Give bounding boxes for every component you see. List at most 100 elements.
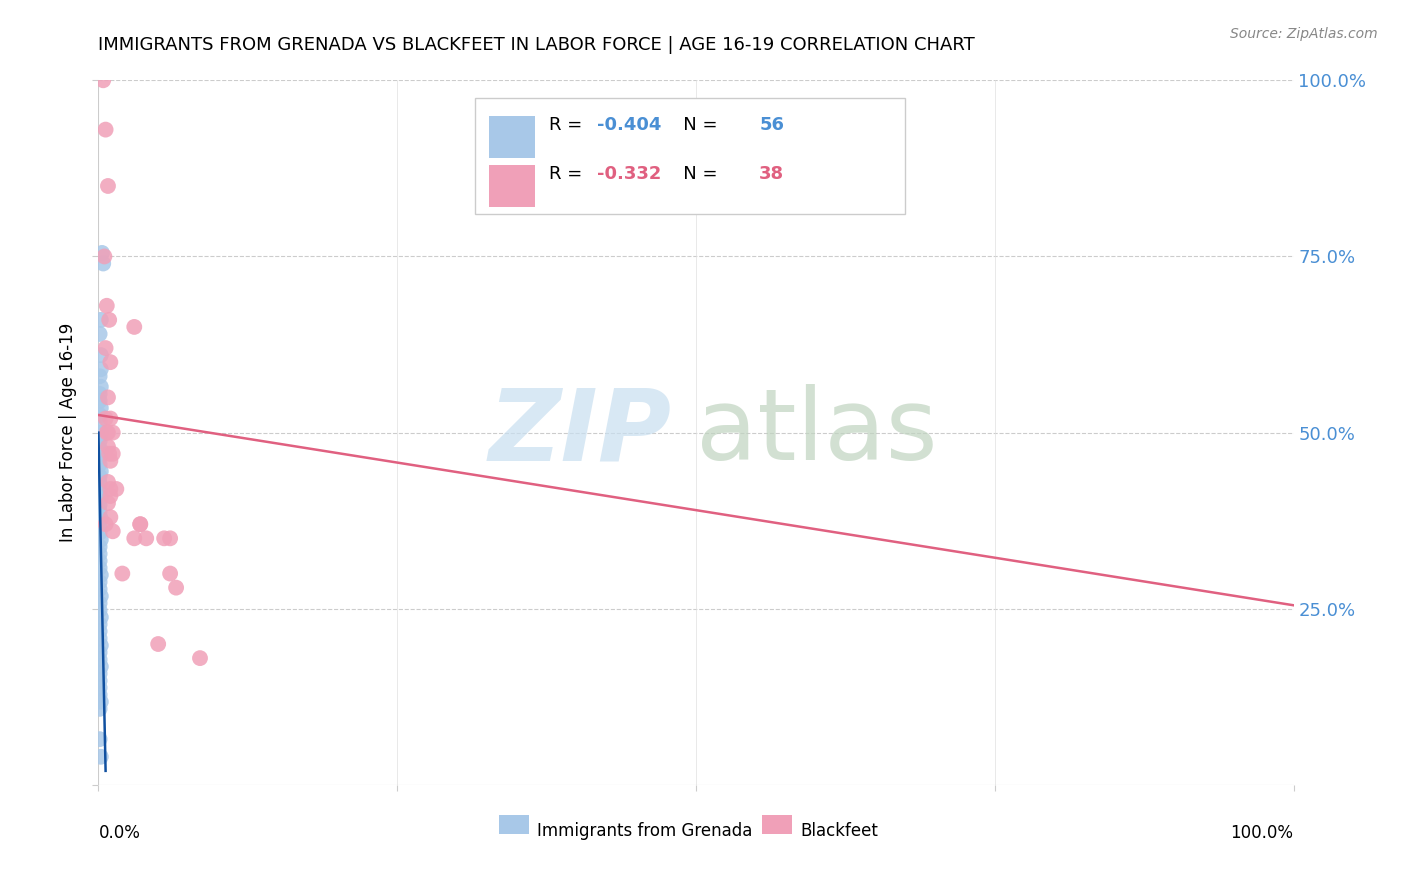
Point bbox=[101, 524, 124, 539]
Point bbox=[98, 411, 122, 425]
Point bbox=[90, 610, 112, 624]
Bar bbox=[762, 814, 792, 834]
Text: R =: R = bbox=[548, 165, 588, 183]
Point bbox=[89, 415, 111, 429]
Text: 56: 56 bbox=[759, 116, 785, 134]
Text: N =: N = bbox=[666, 165, 723, 183]
Point bbox=[90, 533, 112, 547]
Point bbox=[90, 749, 112, 764]
Point bbox=[105, 482, 128, 496]
Point bbox=[89, 554, 111, 568]
Point bbox=[94, 411, 117, 425]
Point bbox=[89, 518, 111, 533]
Point bbox=[89, 476, 111, 491]
Point bbox=[89, 603, 111, 617]
Point bbox=[124, 532, 146, 546]
Point bbox=[98, 510, 122, 524]
Point bbox=[90, 659, 112, 673]
Text: -0.404: -0.404 bbox=[596, 116, 661, 134]
Point bbox=[89, 525, 111, 540]
Point bbox=[89, 434, 111, 448]
Point bbox=[98, 482, 122, 496]
Point bbox=[91, 256, 114, 270]
Point bbox=[90, 362, 112, 376]
Text: 38: 38 bbox=[759, 165, 785, 183]
Point bbox=[89, 681, 111, 695]
Point bbox=[90, 639, 112, 653]
Point bbox=[96, 299, 118, 313]
Text: N =: N = bbox=[666, 116, 723, 134]
Point bbox=[89, 450, 111, 465]
Text: 0.0%: 0.0% bbox=[98, 823, 141, 842]
Point bbox=[89, 596, 111, 610]
Point bbox=[89, 582, 111, 596]
Point bbox=[188, 651, 211, 665]
Point bbox=[89, 732, 111, 747]
Point bbox=[135, 532, 157, 546]
Point bbox=[101, 425, 124, 440]
Point bbox=[159, 532, 181, 546]
Point bbox=[90, 313, 112, 327]
Point bbox=[101, 447, 124, 461]
Point bbox=[89, 458, 111, 472]
Point bbox=[89, 469, 111, 483]
Point bbox=[148, 637, 170, 651]
Text: IMMIGRANTS FROM GRENADA VS BLACKFEET IN LABOR FORCE | AGE 16-19 CORRELATION CHAR: IMMIGRANTS FROM GRENADA VS BLACKFEET IN … bbox=[98, 36, 976, 54]
Point bbox=[89, 326, 111, 341]
Point bbox=[89, 574, 111, 589]
Point bbox=[90, 464, 112, 478]
Point bbox=[89, 666, 111, 681]
Point bbox=[90, 443, 112, 458]
Text: Source: ZipAtlas.com: Source: ZipAtlas.com bbox=[1230, 27, 1378, 41]
Point bbox=[94, 122, 117, 136]
Point bbox=[89, 504, 111, 518]
Point bbox=[111, 566, 134, 581]
Point bbox=[89, 702, 111, 716]
Text: atlas: atlas bbox=[696, 384, 938, 481]
Text: Blackfeet: Blackfeet bbox=[800, 822, 877, 840]
Point bbox=[97, 391, 120, 405]
Point bbox=[89, 624, 111, 639]
Point bbox=[89, 393, 111, 408]
Point bbox=[91, 73, 114, 87]
Point bbox=[89, 429, 111, 443]
Point bbox=[98, 355, 122, 369]
Point bbox=[159, 566, 181, 581]
Point bbox=[97, 496, 120, 510]
Point bbox=[129, 517, 152, 532]
Point bbox=[129, 517, 152, 532]
Point bbox=[90, 380, 112, 394]
Point bbox=[96, 425, 118, 440]
Point bbox=[89, 483, 111, 498]
Point bbox=[90, 425, 112, 440]
Point bbox=[89, 688, 111, 702]
Point bbox=[97, 475, 120, 489]
Point bbox=[89, 617, 111, 632]
Point bbox=[153, 532, 176, 546]
Point bbox=[89, 408, 111, 422]
Point bbox=[89, 652, 111, 666]
Point bbox=[124, 320, 146, 334]
Point bbox=[98, 489, 122, 503]
Point bbox=[89, 540, 111, 554]
Bar bbox=[499, 814, 529, 834]
Text: Immigrants from Grenada: Immigrants from Grenada bbox=[537, 822, 752, 840]
Point bbox=[97, 425, 120, 440]
FancyBboxPatch shape bbox=[475, 98, 905, 214]
Bar bbox=[489, 165, 534, 207]
Point bbox=[91, 246, 114, 260]
Point bbox=[90, 568, 112, 582]
Point bbox=[90, 491, 112, 505]
Point bbox=[89, 645, 111, 659]
Point bbox=[98, 454, 122, 468]
Point bbox=[89, 498, 111, 512]
Point bbox=[89, 673, 111, 688]
Bar bbox=[489, 116, 534, 158]
Point bbox=[89, 387, 111, 401]
Point bbox=[94, 341, 117, 355]
Point bbox=[90, 695, 112, 709]
Text: -0.332: -0.332 bbox=[596, 165, 661, 183]
Text: ZIP: ZIP bbox=[489, 384, 672, 481]
Point bbox=[98, 447, 121, 461]
Text: R =: R = bbox=[548, 116, 588, 134]
